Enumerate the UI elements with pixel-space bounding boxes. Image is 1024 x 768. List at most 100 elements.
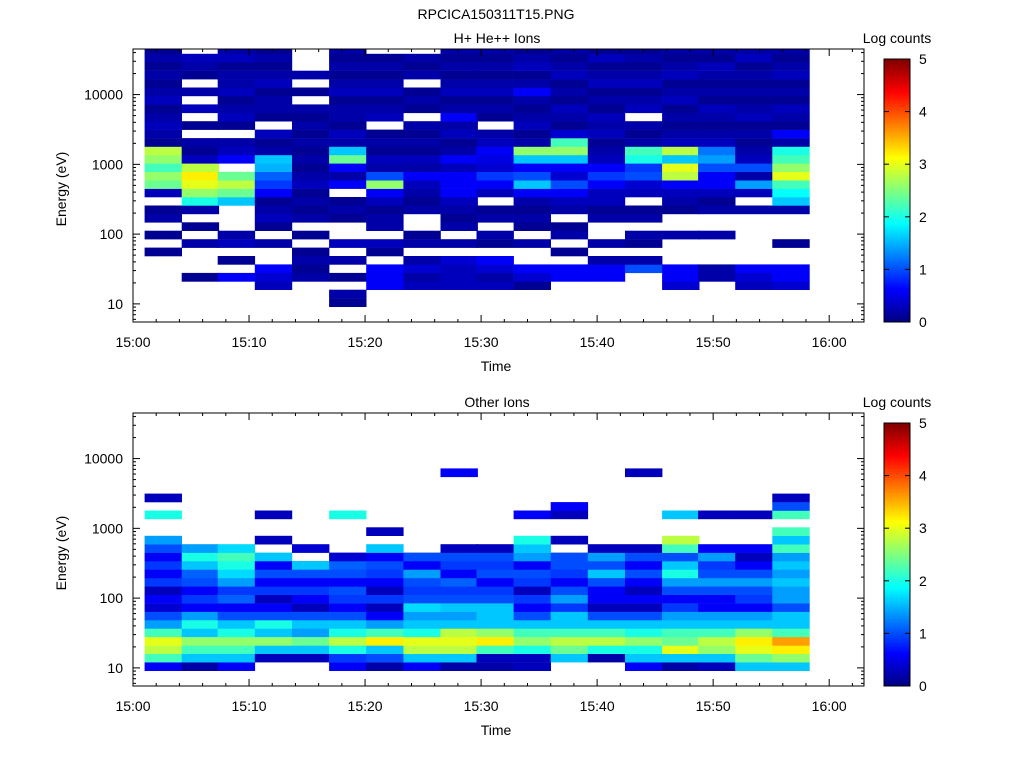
heatmap-cell — [662, 95, 700, 105]
colorbar-segment — [884, 190, 910, 194]
heatmap-cell — [587, 154, 626, 164]
heatmap-cell — [587, 653, 626, 663]
colorbar-segment — [884, 512, 910, 516]
heatmap-cell — [366, 653, 404, 663]
x-tick-label: 15:50 — [696, 334, 731, 350]
heatmap-cell — [513, 154, 551, 164]
heatmap-cell — [292, 87, 330, 97]
heatmap-cell — [217, 552, 256, 562]
heatmap-cell — [587, 62, 626, 71]
colorbar-segment — [884, 593, 910, 597]
heatmap-cell — [513, 222, 551, 231]
colorbar-segment — [884, 267, 910, 270]
heatmap-cell — [513, 620, 551, 629]
heatmap-cell — [181, 577, 220, 587]
colorbar-segment — [884, 431, 910, 435]
heatmap-cell — [735, 87, 773, 97]
heatmap-cell — [217, 104, 256, 114]
heatmap-cell — [698, 129, 736, 139]
heatmap-cell — [254, 112, 293, 122]
heatmap-cell — [144, 493, 182, 503]
colorbar-segment — [884, 462, 910, 466]
heatmap-cell — [144, 53, 182, 63]
heatmap-cell — [254, 239, 293, 248]
heatmap-cell — [440, 129, 478, 139]
heatmap-cell — [698, 645, 736, 654]
colorbar-segment — [884, 473, 910, 476]
y-tick-label: 1000 — [92, 156, 123, 172]
heatmap-cell — [217, 49, 256, 55]
heatmap-cell — [662, 87, 700, 97]
heatmap-cell — [476, 662, 514, 671]
heatmap-cell — [366, 569, 404, 579]
heatmap-cell — [403, 53, 441, 63]
heatmap-cell — [440, 146, 478, 156]
heatmap-cell — [772, 527, 810, 536]
colorbar-tick-label: 1 — [919, 625, 927, 641]
heatmap-cell — [587, 180, 626, 189]
heatmap-cell — [181, 171, 220, 181]
heatmap-cell — [476, 645, 514, 654]
colorbar-segment — [884, 129, 910, 132]
heatmap-cell — [513, 146, 551, 156]
x-tick-label: 15:20 — [348, 698, 383, 714]
heatmap-cell — [513, 264, 551, 274]
colorbar-segment — [884, 659, 910, 663]
colorbar-segment — [884, 260, 910, 264]
colorbar-segment — [884, 550, 910, 553]
colorbar-segment — [884, 482, 910, 485]
colorbar-segment — [884, 534, 910, 538]
heatmap-cell — [772, 620, 810, 629]
colorbar-segment — [884, 515, 910, 518]
heatmap-cell — [698, 104, 736, 114]
heatmap-cell — [513, 121, 551, 130]
heatmap-cell — [772, 535, 810, 545]
colorbar-segment — [884, 532, 910, 536]
colorbar-segment — [884, 155, 910, 159]
heatmap-cell — [735, 112, 773, 122]
heatmap-cell — [440, 180, 478, 189]
heatmap-cell — [550, 138, 589, 147]
colorbar-segment — [884, 280, 910, 283]
colorbar-tick-label: 3 — [919, 520, 927, 536]
heatmap-cell — [735, 49, 773, 55]
heatmap-cell — [587, 87, 626, 97]
colorbar-segment — [884, 236, 910, 240]
colorbar-segment — [884, 600, 910, 604]
heatmap-cell — [217, 62, 256, 71]
heatmap-cell — [550, 197, 589, 206]
heatmap-cell — [513, 49, 551, 55]
heatmap-cell — [662, 535, 700, 545]
heatmap-cell — [366, 611, 404, 621]
heatmap-cell — [625, 62, 663, 71]
colorbar-segment — [884, 291, 910, 294]
heatmap-cell — [181, 569, 220, 579]
heatmap-cell — [440, 620, 478, 629]
heatmap-cell — [772, 552, 810, 562]
heatmap-cell — [217, 180, 256, 189]
heatmap-cell — [662, 205, 700, 215]
heatmap-cell — [144, 645, 182, 654]
colorbar-segment — [884, 464, 910, 468]
heatmap-cell — [403, 561, 441, 570]
colorbar-segment — [884, 170, 910, 174]
heatmap-cell — [476, 49, 514, 55]
heatmap-cell — [254, 213, 293, 223]
heatmap-cell — [403, 653, 441, 663]
heatmap-cell — [772, 138, 810, 147]
heatmap-cell — [476, 620, 514, 629]
colorbar-h-ions: 0 1 2 3 4 5 — [883, 51, 927, 330]
colorbar-segment — [884, 451, 910, 455]
heatmap-cell — [329, 561, 367, 570]
heatmap-cell — [698, 146, 736, 156]
heatmap-cell — [662, 230, 700, 240]
x-tick-label: 15:20 — [348, 334, 383, 350]
heatmap-cell — [181, 645, 220, 654]
heatmap-cell — [217, 636, 256, 646]
heatmap-cell — [662, 510, 700, 520]
heatmap-cell — [254, 138, 293, 147]
colorbar-segment — [884, 308, 910, 312]
heatmap-cell — [144, 535, 182, 545]
heatmap-cell — [587, 272, 626, 282]
heatmap-cell — [144, 95, 182, 105]
